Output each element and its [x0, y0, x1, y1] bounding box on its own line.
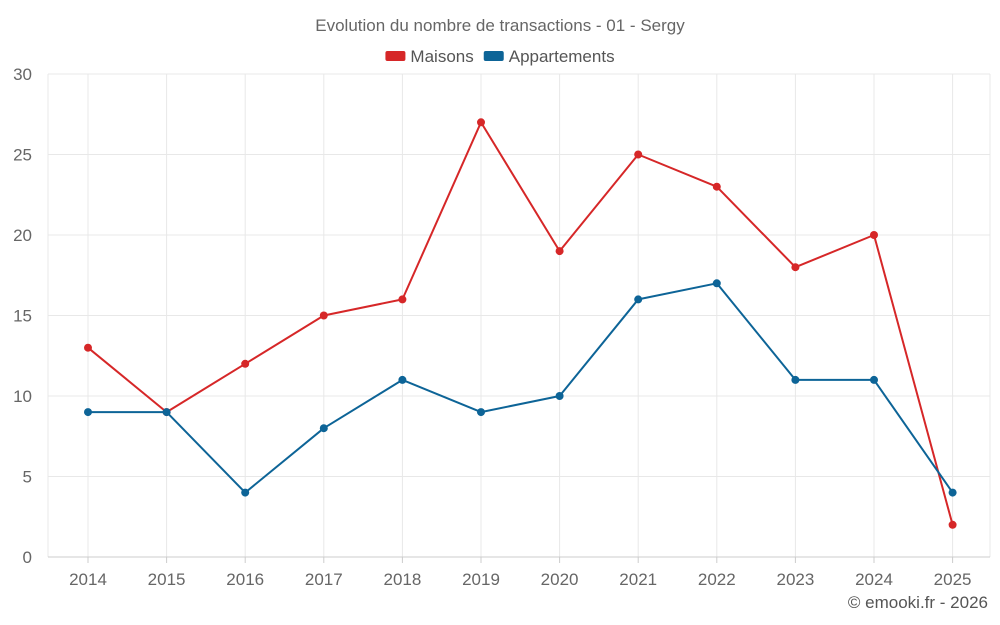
legend-swatch-maisons [385, 51, 406, 61]
y-tick-label: 20 [13, 226, 32, 245]
data-point-maisons[interactable] [791, 263, 800, 272]
data-point-appartements[interactable] [791, 375, 800, 384]
x-tick-label: 2024 [855, 570, 893, 589]
data-point-maisons[interactable] [555, 247, 564, 256]
grid-lines [47, 73, 991, 557]
data-point-appartements[interactable] [948, 488, 957, 497]
data-point-appartements[interactable] [555, 392, 564, 400]
x-tick-label: 2022 [698, 570, 736, 589]
data-point-maisons[interactable] [634, 150, 643, 159]
chart-title: Evolution du nombre de transactions - 01… [315, 16, 685, 35]
data-point-appartements[interactable] [319, 424, 328, 433]
legend-label-appartements: Appartements [509, 47, 615, 66]
legend-item-maisons[interactable]: Maisons [385, 47, 474, 66]
data-point-appartements[interactable] [398, 375, 407, 384]
x-tick-label: 2019 [462, 570, 500, 589]
x-tick-label: 2015 [148, 570, 186, 589]
data-point-appartements[interactable] [870, 375, 878, 384]
x-tick-label: 2017 [305, 570, 343, 589]
y-tick-label: 0 [23, 548, 32, 567]
data-point-maisons[interactable] [870, 231, 878, 239]
y-tick-label: 10 [13, 387, 32, 406]
series-line-maisons[interactable] [87, 121, 954, 526]
data-point-maisons[interactable] [712, 182, 721, 191]
x-tick-label: 2016 [226, 570, 264, 589]
series-maisons[interactable] [84, 118, 957, 529]
x-tick-label: 2025 [934, 570, 972, 589]
data-point-appartements[interactable] [712, 279, 721, 288]
series-line-appartements[interactable] [88, 282, 954, 494]
x-tick-label: 2020 [541, 570, 579, 589]
y-tick-label: 25 [13, 146, 32, 165]
data-point-maisons[interactable] [398, 295, 407, 304]
data-point-appartements[interactable] [477, 408, 485, 417]
y-tick-label: 5 [23, 468, 32, 487]
data-point-appartements[interactable] [162, 408, 171, 417]
data-point-maisons[interactable] [241, 359, 250, 368]
data-point-maisons[interactable] [477, 118, 485, 127]
series-appartements[interactable] [84, 279, 957, 497]
data-point-appartements[interactable] [634, 295, 643, 304]
x-tick-label: 2023 [776, 570, 814, 589]
series-lines [84, 118, 957, 529]
data-point-appartements[interactable] [241, 488, 250, 497]
y-tick-label: 30 [13, 65, 32, 84]
data-point-maisons[interactable] [84, 343, 92, 352]
data-point-maisons[interactable] [319, 311, 328, 320]
legend-item-appartements[interactable]: Appartements [483, 47, 615, 66]
legend-label-maisons: Maisons [410, 47, 473, 66]
credit-text: © emooki.fr - 2026 [847, 593, 988, 612]
x-tick-label: 2018 [383, 570, 421, 589]
x-tick-label: 2021 [619, 570, 657, 589]
data-point-appartements[interactable] [84, 408, 92, 417]
legend-swatch-appartements [483, 51, 504, 61]
y-tick-label: 15 [13, 307, 32, 326]
x-tick-label: 2014 [69, 570, 107, 589]
legend[interactable]: Maisons Appartements [385, 47, 615, 66]
data-point-maisons[interactable] [948, 520, 957, 529]
